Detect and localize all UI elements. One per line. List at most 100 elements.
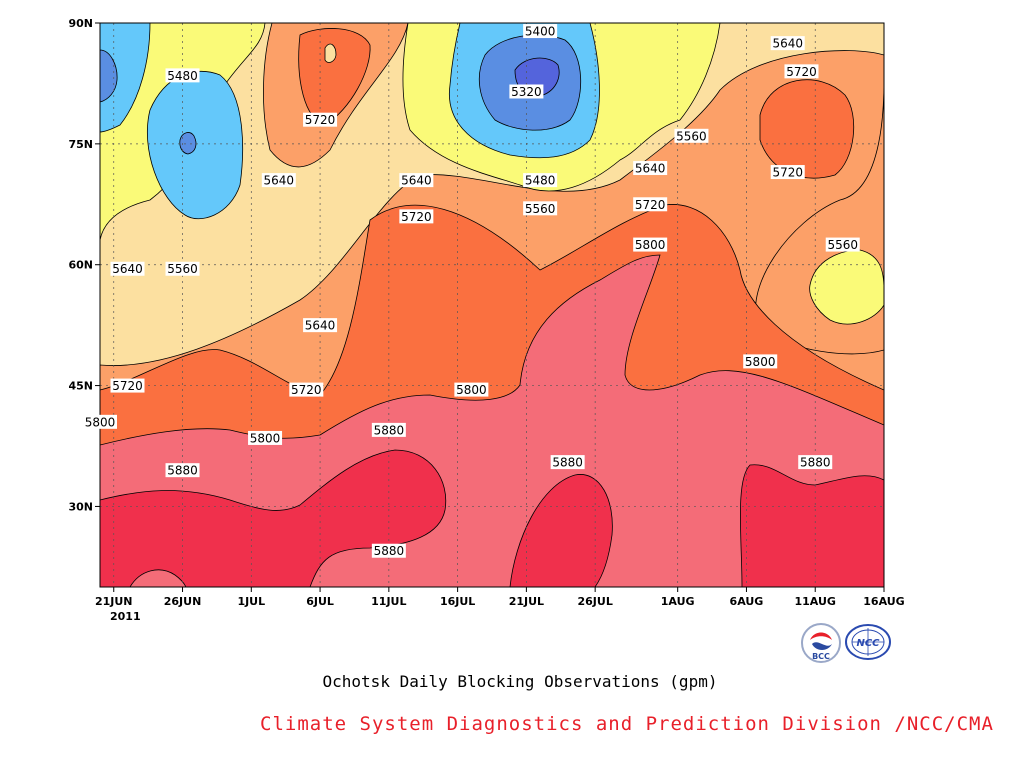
contour-labels: 5400 5320 5480 5480 5560 5560 5560 5560 5640 5640… xyxy=(83,24,860,558)
x-tick-label: 26JUL xyxy=(577,595,612,608)
contour-label: 5640 xyxy=(261,173,296,188)
contour-label: 5720 xyxy=(110,378,145,393)
contour-label: 5720 xyxy=(784,64,819,79)
contour-label: 5560 xyxy=(165,261,200,276)
contour-label: 5800 xyxy=(633,237,668,252)
svg-text:5880: 5880 xyxy=(800,456,831,470)
contour-label: 5720 xyxy=(289,382,324,397)
contour-label: 5880 xyxy=(371,543,406,558)
contour-label: 5640 xyxy=(770,36,805,51)
svg-text:5640: 5640 xyxy=(401,174,432,188)
fill-5720-5800-cap xyxy=(759,79,855,179)
x-tick-label: 1AUG xyxy=(661,595,695,608)
contour-label: 5800 xyxy=(248,430,283,445)
svg-text:5800: 5800 xyxy=(85,415,116,429)
x-tick-label: 11AUG xyxy=(795,595,836,608)
svg-text:5880: 5880 xyxy=(374,423,405,437)
fill-5320-5400-northwest xyxy=(100,49,118,103)
fill-above-5880-east xyxy=(739,464,884,587)
x-tick-label: 11JUL xyxy=(371,595,406,608)
svg-text:5720: 5720 xyxy=(772,166,803,180)
svg-text:5400: 5400 xyxy=(525,25,556,39)
fill-5640-5720-hole xyxy=(324,43,337,63)
ncc-logo: NCC xyxy=(845,624,891,660)
svg-text:5800: 5800 xyxy=(250,431,281,445)
x-tick-label: 26JUN xyxy=(164,595,202,608)
contour-label: 5560 xyxy=(674,128,709,143)
plot-frame xyxy=(99,22,885,588)
svg-text:5480: 5480 xyxy=(525,174,556,188)
fill-5480-5560-east xyxy=(809,249,884,325)
contour-label: 5320 xyxy=(509,84,544,99)
svg-text:5800: 5800 xyxy=(635,238,666,252)
fill-5800-5880 xyxy=(100,254,884,587)
contour-label: 5560 xyxy=(825,237,860,252)
bcc-logo: BCC xyxy=(801,623,841,663)
contour-label: 5640 xyxy=(399,173,434,188)
x-tick-label: 16JUL xyxy=(440,595,475,608)
svg-text:5560: 5560 xyxy=(827,238,858,252)
fill-5400-5480-northwest xyxy=(100,23,151,133)
contour-label: 5480 xyxy=(165,68,200,83)
contour-label: 5480 xyxy=(523,173,558,188)
contour-label: 5800 xyxy=(83,414,117,429)
contour-label: 5720 xyxy=(399,209,434,224)
y-ticks: 30N 45N 60N 75N 90N xyxy=(68,17,100,513)
svg-text:5880: 5880 xyxy=(374,544,405,558)
x-tick-label: 6AUG xyxy=(730,595,764,608)
contour-label: 5560 xyxy=(523,201,558,216)
svg-text:5720: 5720 xyxy=(305,113,336,127)
svg-text:5480: 5480 xyxy=(167,69,198,83)
svg-text:5640: 5640 xyxy=(772,37,803,51)
contour-label: 5720 xyxy=(770,165,805,180)
credit-line: Climate System Diagnostics and Predictio… xyxy=(260,713,994,735)
svg-text:5320: 5320 xyxy=(511,85,542,99)
contour-label: 5880 xyxy=(371,422,406,437)
y-tick-label: 60N xyxy=(68,259,93,272)
y-tick-label: 75N xyxy=(68,138,93,151)
svg-text:5720: 5720 xyxy=(112,379,143,393)
svg-text:5880: 5880 xyxy=(552,456,583,470)
svg-text:5560: 5560 xyxy=(167,262,198,276)
y-tick-label: 30N xyxy=(68,500,93,513)
contour-label: 5880 xyxy=(550,455,585,470)
svg-text:5720: 5720 xyxy=(401,210,432,224)
x-tick-label: 16AUG xyxy=(863,595,904,608)
x-tick-label: 21JUN xyxy=(95,595,133,608)
svg-text:5800: 5800 xyxy=(456,383,487,397)
svg-text:5640: 5640 xyxy=(305,319,336,333)
svg-text:BCC: BCC xyxy=(812,652,830,661)
contour-label: 5640 xyxy=(110,261,145,276)
svg-text:5720: 5720 xyxy=(786,65,817,79)
chart-title: Ochotsk Daily Blocking Observations (gpm… xyxy=(322,672,718,691)
svg-text:5640: 5640 xyxy=(112,262,143,276)
contour-fills xyxy=(100,23,884,587)
svg-text:5800: 5800 xyxy=(745,355,776,369)
fill-5720-5800-pole xyxy=(298,28,371,126)
contour-label: 5880 xyxy=(798,455,833,470)
svg-text:NCC: NCC xyxy=(856,638,880,649)
y-tick-label: 90N xyxy=(68,17,93,30)
fill-above-5880-west xyxy=(100,449,447,587)
contour-label: 5640 xyxy=(303,318,338,333)
contour-label: 5720 xyxy=(303,112,338,127)
x-year-label: 2011 xyxy=(110,610,141,623)
fill-above-5880-west-hole xyxy=(129,569,187,587)
svg-text:5560: 5560 xyxy=(525,202,556,216)
contour-label: 5400 xyxy=(523,24,558,39)
y-tick-label: 45N xyxy=(68,380,93,393)
svg-text:5880: 5880 xyxy=(167,464,198,478)
contour-label: 5880 xyxy=(165,463,200,478)
svg-text:5720: 5720 xyxy=(635,198,666,212)
contour-label: 5640 xyxy=(633,161,668,176)
x-tick-label: 1JUL xyxy=(237,595,265,608)
svg-text:5640: 5640 xyxy=(264,174,295,188)
x-ticks: 21JUN 26JUN 1JUL 6JUL 11JUL 16JUL 21JUL 26JUL 1A… xyxy=(95,587,905,608)
x-tick-label: 21JUL xyxy=(509,595,544,608)
fill-5320-5400-isle xyxy=(179,132,197,155)
contour-label: 5800 xyxy=(454,382,489,397)
svg-text:5640: 5640 xyxy=(635,162,666,176)
contour-label: 5720 xyxy=(633,197,668,212)
x-tick-label: 6JUL xyxy=(306,595,334,608)
